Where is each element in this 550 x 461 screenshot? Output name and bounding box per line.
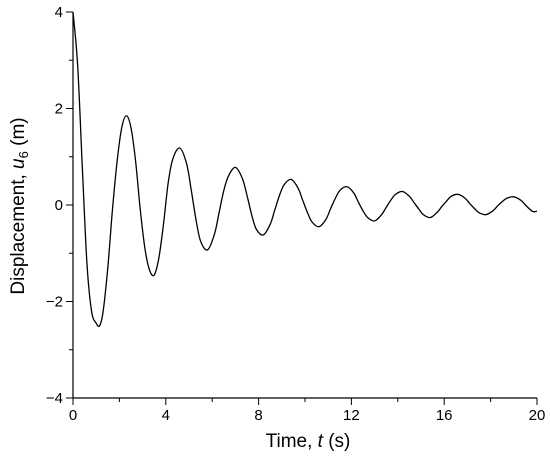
y-axis-title-var: u (8, 158, 29, 169)
y-tick-label: 4 (55, 4, 63, 21)
x-tick-label: 8 (254, 407, 262, 424)
y-axis-title-suffix: (m) (8, 117, 29, 151)
x-tick-label: 20 (529, 407, 546, 424)
y-axis-title-sub: 6 (16, 151, 31, 158)
y-tick-label: −4 (46, 390, 63, 407)
x-axis-title-var: t (318, 431, 324, 452)
series-layer (72, 11, 538, 328)
x-tick-label: 16 (436, 407, 453, 424)
x-tick-label: 0 (69, 407, 77, 424)
series-line-0 (72, 11, 538, 328)
y-tick-label: −2 (46, 294, 63, 311)
y-axis-title: Displacement, u6 (m) (8, 117, 31, 294)
y-axis-title-prefix: Displacement, (8, 169, 29, 295)
ticks (66, 11, 538, 405)
y-tick-label: 0 (55, 197, 63, 214)
x-tick-label: 4 (162, 407, 170, 424)
x-tick-label: 12 (343, 407, 360, 424)
x-axis-title-suffix: (s) (323, 431, 350, 452)
x-axis-title-prefix: Time, (266, 431, 318, 452)
x-axis-title: Time, t (s) (266, 431, 351, 452)
tick-labels: 0 4 8 12 16 20 −4 −2 0 2 4 (46, 4, 545, 424)
y-tick-label: 2 (55, 101, 63, 118)
